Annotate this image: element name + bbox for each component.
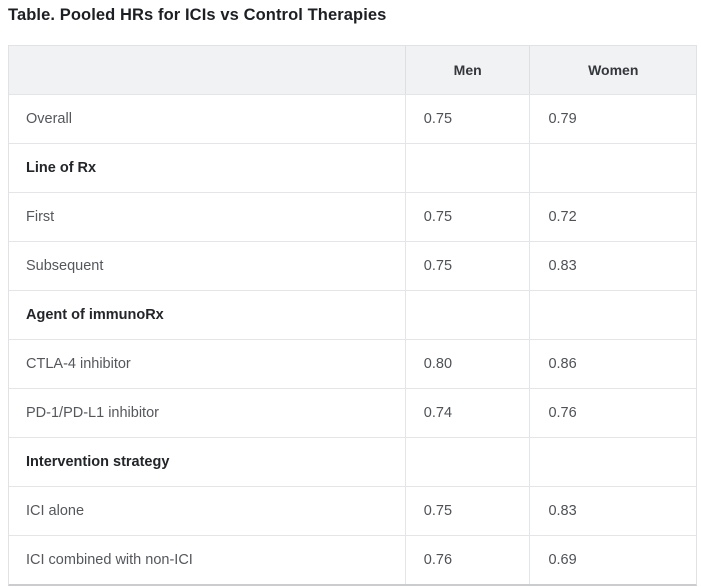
table-row-pd1-pdl1-inhibitor: PD-1/PD-L1 inhibitor 0.74 0.76 xyxy=(9,388,696,437)
header-women-cell: Women xyxy=(529,46,696,94)
table-row-ici-combined-with-non-ici: ICI combined with non-ICI 0.76 0.69 xyxy=(9,535,696,584)
row-label-cell: ICI alone xyxy=(26,503,85,519)
table-row-ctla4-inhibitor: CTLA-4 inhibitor 0.80 0.86 xyxy=(9,339,696,388)
men-value-cell: 0.75 xyxy=(404,95,530,143)
men-value-cell xyxy=(404,438,530,486)
table-row-ici-alone: ICI alone 0.75 0.83 xyxy=(9,486,696,535)
row-label-cell: Overall xyxy=(26,111,72,127)
table-section-row-agent-of-immunorx: Agent of immunoRx xyxy=(9,290,696,339)
pooled-hr-table: Men Women Overall 0.75 0.79 Line of Rx F… xyxy=(8,45,697,586)
women-value-cell: 0.72 xyxy=(529,193,696,241)
row-label-cell: ICI combined with non-ICI xyxy=(26,552,193,568)
row-label-cell: CTLA-4 inhibitor xyxy=(26,356,131,372)
row-label-cell: PD-1/PD-L1 inhibitor xyxy=(26,405,159,421)
women-value-cell xyxy=(529,144,696,192)
women-value-cell xyxy=(529,291,696,339)
women-value-cell: 0.79 xyxy=(529,95,696,143)
women-value-cell: 0.76 xyxy=(529,389,696,437)
women-value-cell: 0.83 xyxy=(529,242,696,290)
men-value-cell: 0.75 xyxy=(404,487,530,535)
men-value-cell: 0.75 xyxy=(404,242,530,290)
section-label-cell: Agent of immunoRx xyxy=(26,307,164,323)
men-value-cell: 0.80 xyxy=(404,340,530,388)
table-section-row-intervention-strategy: Intervention strategy xyxy=(9,437,696,486)
row-label-cell: Subsequent xyxy=(26,258,104,274)
row-label-cell: First xyxy=(26,209,55,225)
men-value-cell: 0.74 xyxy=(404,389,530,437)
table-header-row: Men Women xyxy=(9,46,696,94)
header-label-cell xyxy=(9,46,405,94)
table-row-subsequent: Subsequent 0.75 0.83 xyxy=(9,241,696,290)
men-value-cell xyxy=(404,291,530,339)
men-value-cell: 0.76 xyxy=(404,536,530,584)
section-label-cell: Line of Rx xyxy=(26,160,97,176)
women-value-cell: 0.86 xyxy=(529,340,696,388)
table-section-row-line-of-rx: Line of Rx xyxy=(9,143,696,192)
table-title: Table. Pooled HRs for ICIs vs Control Th… xyxy=(8,6,387,24)
table-row-first: First 0.75 0.72 xyxy=(9,192,696,241)
section-label-cell: Intervention strategy xyxy=(26,454,170,470)
women-value-cell: 0.83 xyxy=(529,487,696,535)
header-men-cell: Men xyxy=(404,46,530,94)
men-value-cell xyxy=(404,144,530,192)
women-value-cell xyxy=(529,438,696,486)
men-value-cell: 0.75 xyxy=(404,193,530,241)
women-value-cell: 0.69 xyxy=(529,536,696,584)
table-row-overall: Overall 0.75 0.79 xyxy=(9,94,696,143)
